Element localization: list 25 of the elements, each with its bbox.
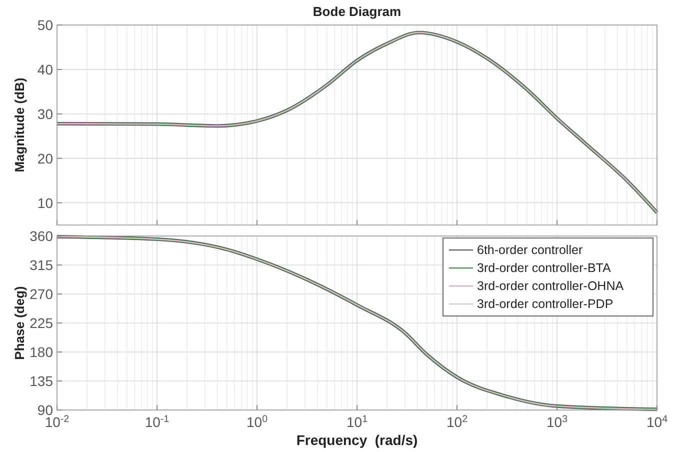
y-tick-label: 30 xyxy=(37,106,54,122)
y-tick-label: 10 xyxy=(37,194,54,211)
x-tick-label: 10$^{1}$ xyxy=(346,414,368,430)
legend-label: 3rd-order controller-OHNA xyxy=(477,279,624,293)
y-tick-label: 225 xyxy=(30,315,54,331)
y-tick-label: 20 xyxy=(37,150,54,166)
y-tick-label: 40 xyxy=(37,61,54,78)
chart-title: Bode Diagram xyxy=(312,4,402,19)
y-tick-label: 270 xyxy=(30,286,54,302)
y-tick-label: 180 xyxy=(30,344,54,360)
y-tick-label: 50 xyxy=(37,17,54,33)
x-tick-label: 10$^{-1}$ xyxy=(144,414,170,430)
legend-label: 3rd-order controller-BTA xyxy=(477,261,612,275)
x-tick-label: 10$^{4}$ xyxy=(646,414,668,430)
x-tick-label: 10$^{3}$ xyxy=(546,414,568,430)
y-tick-label: 135 xyxy=(30,373,54,389)
x-tick-label: 10$^{2}$ xyxy=(446,414,468,430)
y-axis-title: Magnitude (dB) xyxy=(12,78,27,172)
legend-label: 3rd-order controller-PDP xyxy=(477,297,614,311)
y-axis-title: Phase (deg) xyxy=(12,286,27,360)
y-tick-label: 315 xyxy=(30,257,54,273)
legend-label: 6th-order controller xyxy=(477,243,583,257)
y-tick-label: 360 xyxy=(30,228,54,244)
x-tick-label: 10$^{0}$ xyxy=(246,414,268,430)
x-axis-title: Frequency (rad/s) xyxy=(296,432,418,448)
